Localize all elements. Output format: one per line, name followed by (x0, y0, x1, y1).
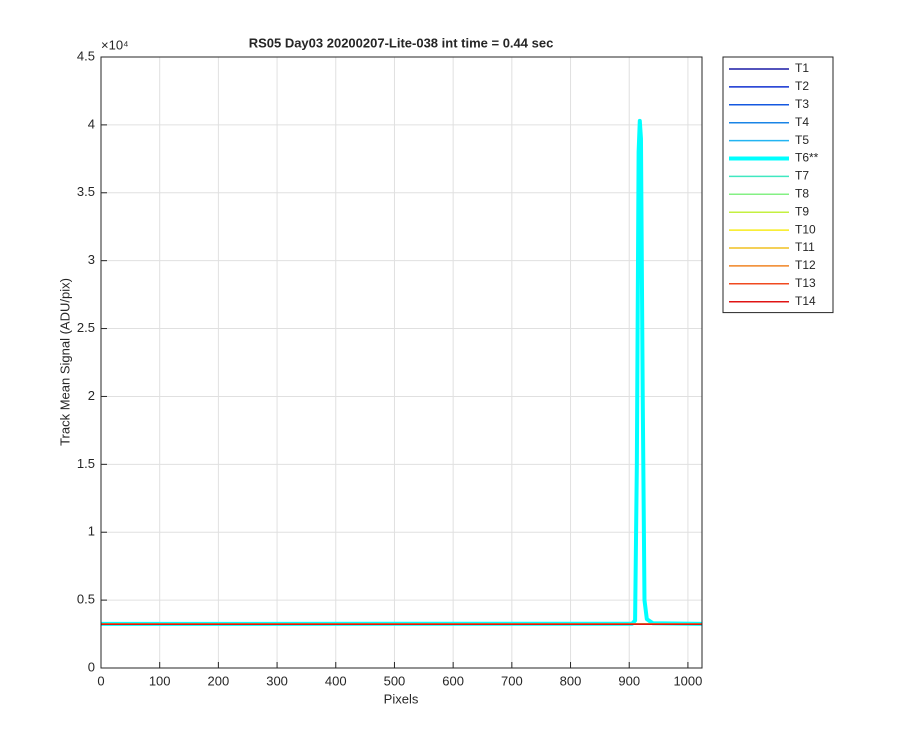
x-axis-label: Pixels (384, 691, 419, 706)
y-tick-label: 2.5 (77, 320, 95, 335)
legend-label: T4 (795, 115, 809, 129)
legend-box (722, 56, 834, 314)
x-tick-label: 100 (149, 673, 171, 688)
legend-label: T5 (795, 133, 809, 147)
plot-box (100, 56, 703, 669)
y-tick-label: 0.5 (77, 592, 95, 607)
y-tick-label: 4 (88, 116, 95, 131)
legend-label: T7 (795, 169, 809, 183)
x-tick-label: 0 (97, 673, 104, 688)
x-tick-label: 300 (266, 673, 288, 688)
x-tick-label: 600 (442, 673, 464, 688)
legend-label: T10 (795, 222, 816, 236)
legend-label: T11 (795, 240, 815, 254)
y-tick-label: 3 (88, 252, 95, 267)
x-tick-label: 800 (560, 673, 582, 688)
y-tick-label: 4.5 (77, 48, 95, 63)
chart-title: RS05 Day03 20200207-Lite-038 int time = … (249, 35, 554, 50)
x-tick-label: 500 (384, 673, 406, 688)
y-tick-label: 3.5 (77, 184, 95, 199)
legend-label: T9 (795, 204, 809, 218)
x-tick-label: 200 (208, 673, 230, 688)
y-tick-label: 1 (88, 524, 95, 539)
y-tick-label: 1.5 (77, 456, 95, 471)
x-tick-label: 900 (618, 673, 640, 688)
series-line (100, 118, 703, 626)
x-tick-label: 400 (325, 673, 347, 688)
legend-label: T12 (795, 258, 816, 272)
legend-label: T14 (795, 294, 816, 308)
legend-label: T3 (795, 97, 809, 111)
legend-label: T8 (795, 186, 809, 200)
legend-label: T6** (795, 151, 819, 165)
y-tick-label: 2 (88, 388, 95, 403)
legend-label: T13 (795, 276, 816, 290)
x-tick-label: 700 (501, 673, 523, 688)
legend-label: T1 (795, 61, 809, 75)
legend-label: T2 (795, 79, 809, 93)
y-multiplier: ×10⁴ (101, 37, 129, 52)
x-tick-label: 1000 (673, 673, 702, 688)
y-axis-label: Track Mean Signal (ADU/pix) (57, 278, 72, 446)
y-tick-label: 0 (88, 659, 95, 674)
